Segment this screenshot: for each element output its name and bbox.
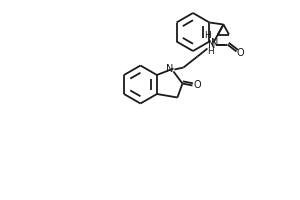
Text: O: O [237,47,244,58]
Text: N: N [211,38,218,48]
Text: H: H [207,47,214,56]
Text: N: N [208,40,215,50]
Text: H: H [204,31,211,40]
Text: O: O [194,80,201,90]
Text: N: N [166,64,173,74]
